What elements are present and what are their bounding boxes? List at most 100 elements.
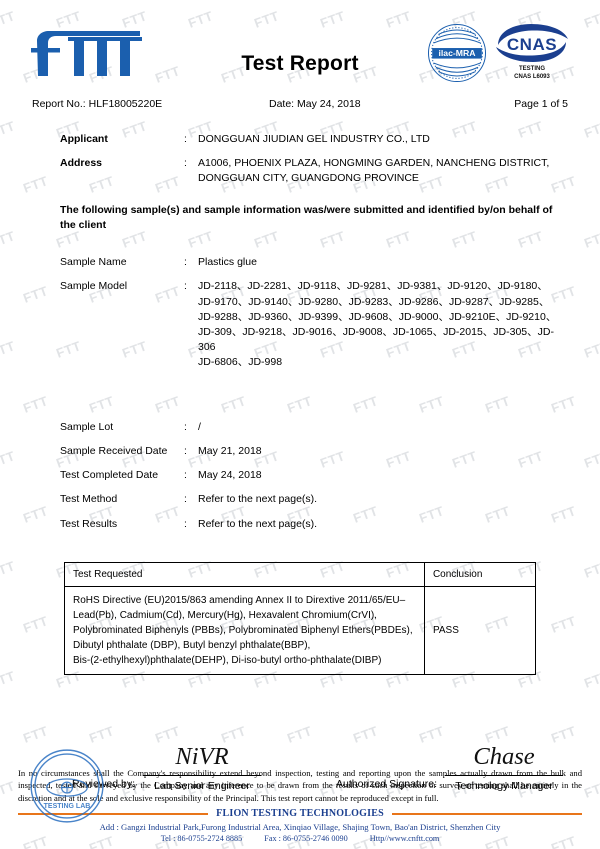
field-row: Test Method: Refer to the next page(s). (60, 492, 564, 507)
signature-label: Authorized Signature: (336, 777, 437, 790)
report-footer: In no circumstances shall the Company's … (0, 767, 600, 843)
field-value: May 24, 2018 (198, 468, 564, 483)
test-requested-line: Polybrominated Biphenyls (PBBs), Polybro… (73, 624, 413, 636)
table-header-row: Test Requested Conclusion (64, 561, 537, 587)
field-value-line: May 21, 2018 (198, 444, 262, 457)
field-value-line: JD-6806、JD-998 (198, 356, 283, 369)
party-fields: Applicant: DONGGUAN JIUDIAN GEL INDUSTRY … (0, 132, 600, 187)
field-colon: : (184, 493, 187, 506)
field-label: Sample Model (60, 280, 128, 293)
field-row: Sample Received Date: May 21, 2018 (60, 444, 564, 459)
field-label: Sample Lot (60, 420, 114, 433)
company-url: Http//www.cnftt.com (369, 834, 440, 843)
field-value-line: JD-2118、JD-2281、JD-9118、JD-9281、JD-9381、… (198, 280, 548, 293)
field-value-line: A1006, PHOENIX PLAZA, HONGMING GARDEN, N… (198, 157, 550, 170)
field-label: Test Results (60, 517, 118, 530)
field-value: / (198, 420, 564, 435)
accreditation-logos: ilac-MRA CNAS TESTING CNAS L6093 (426, 22, 570, 84)
field-label: Applicant (60, 133, 108, 145)
signature-rule (444, 774, 563, 776)
field-row: Sample Model: JD-2118、JD-2281、JD-9118、JD-… (60, 279, 564, 370)
test-requested-line: RoHS Directive (EU)2015/863 amending Ann… (73, 594, 406, 606)
field-row: Sample Lot: / (60, 420, 564, 435)
field-value: A1006, PHOENIX PLAZA, HONGMING GARDEN, N… (198, 156, 564, 186)
field-colon: : (184, 157, 187, 170)
field-colon: : (184, 420, 187, 433)
report-meta-row: Report No.: HLF18005220E Date: May 24, 2… (0, 98, 600, 110)
field-colon: : (184, 133, 187, 145)
disclaimer-text: In no circumstances shall the Company's … (18, 767, 582, 803)
svg-text:ilac-MRA: ilac-MRA (438, 48, 476, 58)
company-fax: Fax : 86-0755-2746 0090 (264, 834, 348, 843)
company-tel: Tel : 86-0755-2724 8885 (160, 834, 243, 843)
field-colon: : (184, 444, 187, 457)
field-value: Plastics glue (198, 255, 564, 270)
cnas-icon: CNAS (496, 24, 568, 62)
table-row: RoHS Directive (EU)2015/863 amending Ann… (64, 585, 537, 675)
field-value: Refer to the next page(s). (198, 517, 564, 532)
field-colon: : (184, 256, 187, 269)
field-label: Sample Received Date (60, 444, 168, 457)
signature-section: Reviewed by: NiVR Lab Senior Engineer Autho… (0, 735, 600, 792)
signature-role: Technology Manager (455, 779, 553, 792)
field-label: Test Completed Date (60, 469, 159, 482)
field-value: JD-2118、JD-2281、JD-9118、JD-9281、JD-9381、… (198, 279, 564, 370)
field-colon: : (184, 469, 187, 482)
svg-text:CNAS: CNAS (507, 35, 557, 54)
cnas-line-2: CNAS L6093 (514, 74, 550, 81)
signature-line: Chase Technology Manager (444, 735, 563, 792)
rule-left (18, 812, 209, 815)
field-value-line: JD-9170、JD-9140、JD-9280、JD-9283、JD-9286、… (198, 295, 550, 308)
field-label: Sample Name (60, 256, 127, 269)
field-value-line: Refer to the next page(s). (198, 493, 318, 506)
cnas-caption: TESTING CNAS L6093 (514, 65, 550, 81)
submission-notice: The following sample(s) and sample infor… (60, 203, 553, 231)
test-requested-line: Dibutyl phthalate (DBP), Butyl benzyl ph… (73, 639, 311, 651)
header-conclusion: Conclusion (423, 561, 537, 587)
cell-test-requested: RoHS Directive (EU)2015/863 amending Ann… (64, 585, 425, 675)
field-row: Address: A1006, PHOENIX PLAZA, HONGMING G… (60, 156, 564, 186)
company-address: Add : Gangzi Industrial Park,Furong Indu… (99, 822, 501, 833)
signature-mark: NiVR (143, 735, 261, 775)
cell-conclusion: PASS (423, 585, 537, 675)
page-number: Page 1 of 5 (514, 98, 568, 110)
field-value-line: JD-309、JD-9218、JD-9016、JD-9008、JD-1065、J… (198, 325, 554, 354)
signature-rule (143, 774, 262, 776)
field-row: Sample Name: Plastics glue (60, 255, 564, 270)
results-table: Test Requested Conclusion RoHS Directive… (64, 561, 537, 675)
field-colon: : (184, 517, 187, 530)
field-row: Applicant: DONGGUAN JIUDIAN GEL INDUSTRY … (60, 132, 564, 147)
detail-fields: Sample Lot: / Sample Received Date: May 21,… (0, 420, 600, 532)
test-requested-line: Bis-(2-ethylhexyl)phthalate(DEHP), Di-is… (73, 654, 382, 666)
field-value-line: Plastics glue (198, 256, 257, 269)
cnas-line-1: TESTING (518, 66, 545, 72)
signature-block: Authorized Signature: Chase Technology Man… (336, 735, 564, 792)
company-contact: Tel : 86-0755-2724 8885 Fax : 86-0755-27… (0, 834, 600, 843)
sample-fields: Sample Name: Plastics glue Sample Model: JD… (0, 255, 600, 371)
rule-right (391, 812, 583, 815)
test-requested-line: Lead(Pb), Cadmium(Cd), Mercury(Hg), Hexa… (73, 609, 377, 621)
field-value-line: DONGGUAN CITY, GUANGDONG PROVINCE (198, 172, 419, 185)
company-name: FLION TESTING TECHNOLOGIES (216, 808, 384, 820)
svg-text:NiVR: NiVR (174, 743, 228, 770)
field-value-line: May 24, 2018 (198, 469, 262, 482)
signature-line: NiVR Lab Senior Engineer (143, 735, 262, 792)
field-label: Test Method (60, 493, 118, 506)
field-row: Test Results: Refer to the next page(s). (60, 517, 564, 532)
ftt-logo (26, 26, 144, 82)
header-test-requested: Test Requested (64, 561, 425, 587)
signature-role: Lab Senior Engineer (154, 779, 250, 792)
report-date: Date: May 24, 2018 (269, 98, 361, 110)
field-value: Refer to the next page(s). (198, 492, 564, 507)
report-header: Test Report ilac-MRA (0, 0, 600, 92)
svg-text:Chase: Chase (473, 743, 534, 770)
field-value-line: JD-9288、JD-9360、JD-9399、JD-9608、JD-9000、… (198, 310, 557, 323)
company-rule: FLION TESTING TECHNOLOGIES (0, 808, 600, 819)
report-number: Report No.: HLF18005220E (32, 98, 163, 110)
field-value: DONGGUAN JIUDIAN GEL INDUSTRY CO., LTD (198, 132, 564, 147)
signature-mark: Chase (445, 735, 563, 775)
page-title: Test Report (241, 52, 359, 75)
testing-lab-seal: TESTING LAB (30, 749, 104, 823)
field-colon: : (184, 280, 187, 293)
